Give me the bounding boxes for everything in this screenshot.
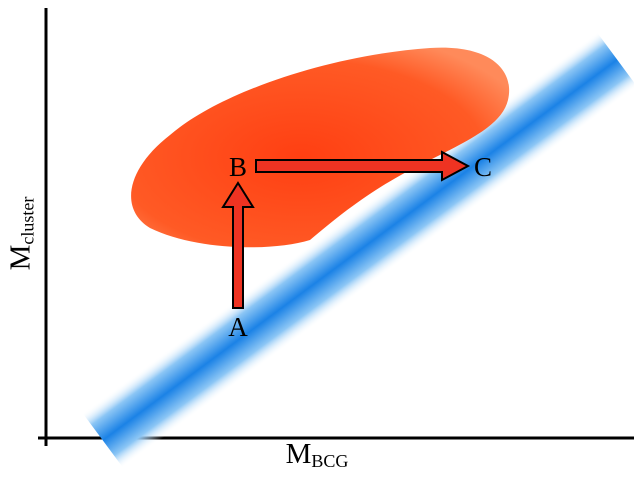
arrow-a-to-b bbox=[221, 181, 255, 309]
x-axis-label: MBCG bbox=[0, 438, 634, 471]
point-a-label: A bbox=[228, 312, 248, 342]
point-c-label: C bbox=[474, 152, 492, 182]
point-b-label: B bbox=[229, 152, 247, 182]
blue-band bbox=[82, 32, 634, 468]
y-axis-label-sub: cluster bbox=[17, 196, 38, 245]
x-axis-label-main: M bbox=[285, 438, 312, 470]
x-axis-label-sub: BCG bbox=[311, 451, 349, 471]
y-axis-label-main: M bbox=[4, 244, 37, 271]
y-axis-label: Mcluster bbox=[5, 149, 38, 319]
arrow-b-to-c bbox=[255, 150, 471, 182]
orange-blob bbox=[131, 47, 510, 248]
